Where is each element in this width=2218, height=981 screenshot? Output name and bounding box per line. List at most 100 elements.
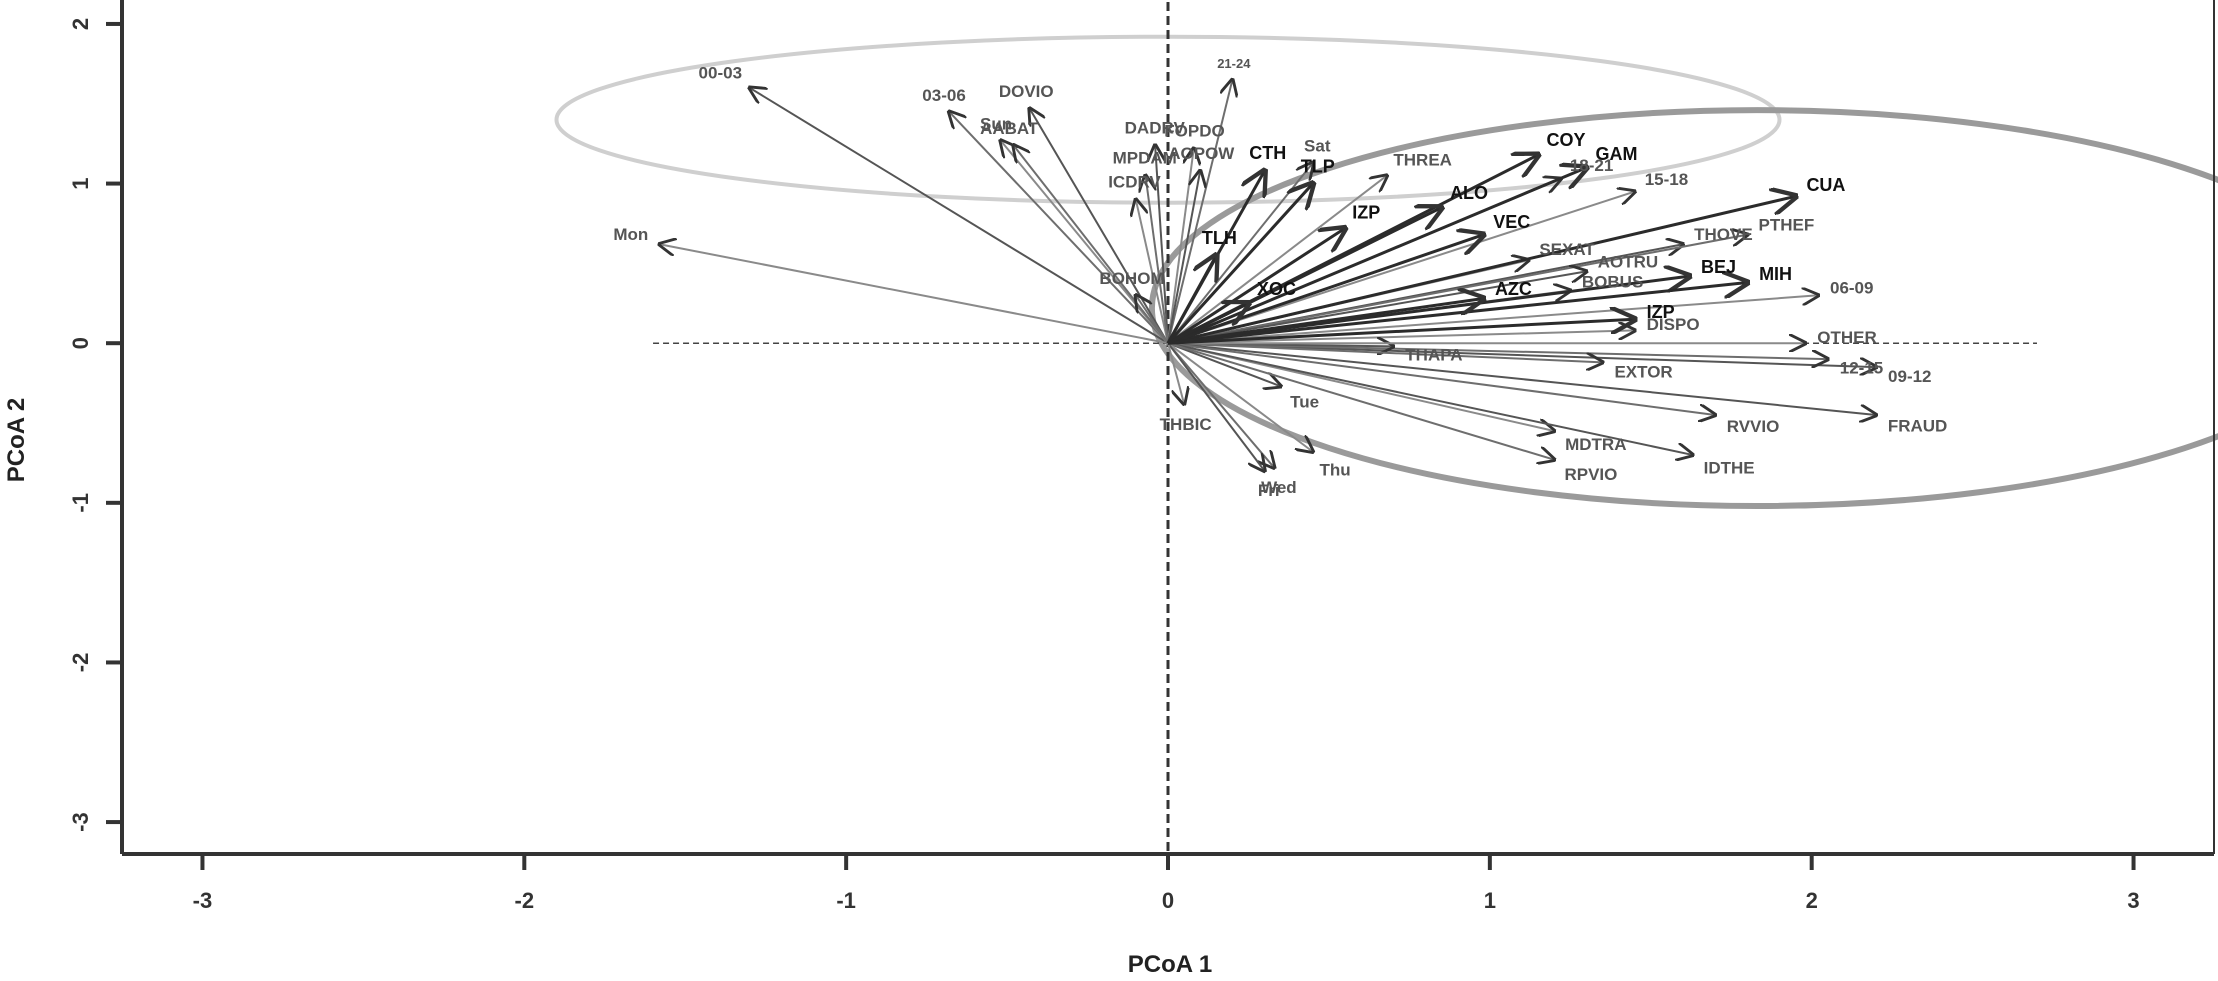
vector-arrow	[1167, 80, 1232, 344]
y-tick-label: -2	[68, 653, 93, 673]
vector-label: RVVIO	[1727, 417, 1780, 436]
axes: -3 -2 -1 0 1 2 3 -3 -2 -1 0 1 2	[68, 0, 2215, 913]
x-tick-label: 1	[1484, 888, 1496, 913]
vector-label: COY	[1546, 130, 1585, 150]
vector-arrow	[1167, 342, 1602, 362]
x-tick-label: 3	[2127, 888, 2139, 913]
vector-label: DADRV	[1125, 118, 1186, 137]
vector-arrow	[1167, 342, 1281, 386]
vector-arrow	[1167, 299, 1483, 345]
vector-arrow	[1155, 145, 1169, 344]
vector-label: BOBUS	[1582, 272, 1643, 291]
vector-label: ALO	[1450, 183, 1488, 203]
vector-arrow	[1167, 342, 1313, 452]
vector-label: AOTRU	[1598, 252, 1658, 271]
vector-arrow	[1167, 342, 1715, 415]
vector-label: 21-24	[1217, 56, 1251, 71]
vector-arrow	[1167, 176, 1387, 344]
vector-label: CTH	[1249, 143, 1286, 163]
vector-label: VEC	[1493, 212, 1530, 232]
vector-label: TLP	[1301, 157, 1335, 177]
vector-arrow	[1166, 255, 1216, 344]
x-tick-label: -2	[515, 888, 535, 913]
vector-arrow	[1145, 176, 1169, 344]
vector-label: RPVIO	[1564, 465, 1617, 484]
vector-label: FRAUD	[1888, 416, 1948, 435]
vector-label: BOHOM	[1099, 269, 1164, 288]
vector-label: AZC	[1495, 279, 1532, 299]
vector-label: TLH	[1202, 228, 1237, 248]
vector-label: THBIC	[1160, 415, 1212, 434]
vector-arrow	[1167, 342, 1184, 404]
y-tick-label: 2	[68, 18, 93, 30]
vector-label: 09-12	[1888, 367, 1931, 386]
vector-arrow	[1001, 140, 1169, 344]
y-axis-title: PCoA 2	[3, 398, 30, 482]
vector-arrow	[1167, 196, 1796, 345]
x-tick-label: 2	[1806, 888, 1818, 913]
vector-label: BEJ	[1701, 257, 1736, 277]
vector-arrow	[949, 112, 1169, 344]
vector-label: Fri	[1258, 481, 1280, 500]
vector-label: CUA	[1806, 175, 1845, 195]
vector-label: 15-18	[1645, 170, 1688, 189]
vector-arrow	[1167, 342, 1274, 468]
vector-arrow	[1167, 235, 1483, 345]
vector-arrow	[1167, 319, 1635, 345]
vector-label: MIH	[1759, 264, 1792, 284]
vector-arrow	[1167, 295, 1818, 345]
vector-label: Thu	[1319, 461, 1350, 480]
vector-arrow	[1167, 342, 1265, 471]
vector-label: DISPO	[1647, 315, 1700, 334]
vector-label: AABAT	[980, 119, 1039, 138]
vector-label: Wed	[1261, 478, 1297, 497]
x-tick-label: 0	[1162, 888, 1174, 913]
vector-label: 12-15	[1840, 359, 1883, 378]
vector-arrow	[1167, 342, 1876, 415]
vector-label: FOPDO	[1164, 121, 1224, 140]
vector-arrow	[1167, 303, 1248, 345]
y-tick-label: 0	[68, 337, 93, 349]
vector-arrow	[1030, 109, 1169, 344]
vector-arrow	[1167, 342, 1554, 460]
x-axis-title: PCoA 1	[1128, 951, 1212, 978]
vector-label: Sun	[980, 114, 1012, 133]
vector-label: XOC	[1257, 279, 1296, 299]
vector-label: THAPA	[1405, 346, 1462, 365]
vector-label: Tue	[1290, 393, 1319, 412]
vector-label: 18-21	[1570, 156, 1613, 175]
vector-arrow	[1167, 271, 1586, 345]
vector-label: IDTHE	[1704, 459, 1755, 478]
vector-label: 03-06	[922, 86, 965, 105]
vector-label: 06-09	[1830, 279, 1873, 298]
vector-label: SEXAT	[1539, 240, 1595, 259]
loading-vectors	[659, 80, 1876, 471]
vector-arrow	[1136, 295, 1169, 344]
y-tick-label: 1	[68, 177, 93, 189]
vector-label: EXTOR	[1614, 362, 1672, 381]
x-tick-label: -1	[836, 888, 856, 913]
vector-arrow	[1167, 330, 1635, 345]
vector-label: OTHER	[1817, 328, 1877, 347]
vector-label: MDTRA	[1565, 435, 1626, 454]
vector-arrow	[1167, 342, 1876, 367]
vector-label: AOPOW	[1168, 144, 1235, 163]
vector-arrow	[1167, 171, 1200, 344]
vector-label: IZP	[1647, 302, 1675, 322]
vector-label: 00-03	[699, 63, 742, 82]
vector-label: MPDAM	[1113, 149, 1177, 168]
vector-label: DOVIO	[999, 82, 1054, 101]
vector-arrow	[1167, 148, 1194, 344]
y-tick-label: -1	[68, 493, 93, 513]
zero-reference-lines	[653, 2, 2037, 854]
vector-label: ICDRV	[1108, 173, 1161, 192]
vector-arrow	[659, 244, 1169, 345]
vector-label: THOVE	[1694, 225, 1753, 244]
vector-label: Sat	[1304, 137, 1331, 156]
vector-label: PTHEF	[1759, 215, 1815, 234]
vector-arrow	[750, 88, 1169, 345]
vector-label: Mon	[613, 225, 648, 244]
vector-arrow	[1167, 228, 1345, 345]
vector-label: THREA	[1393, 151, 1452, 170]
